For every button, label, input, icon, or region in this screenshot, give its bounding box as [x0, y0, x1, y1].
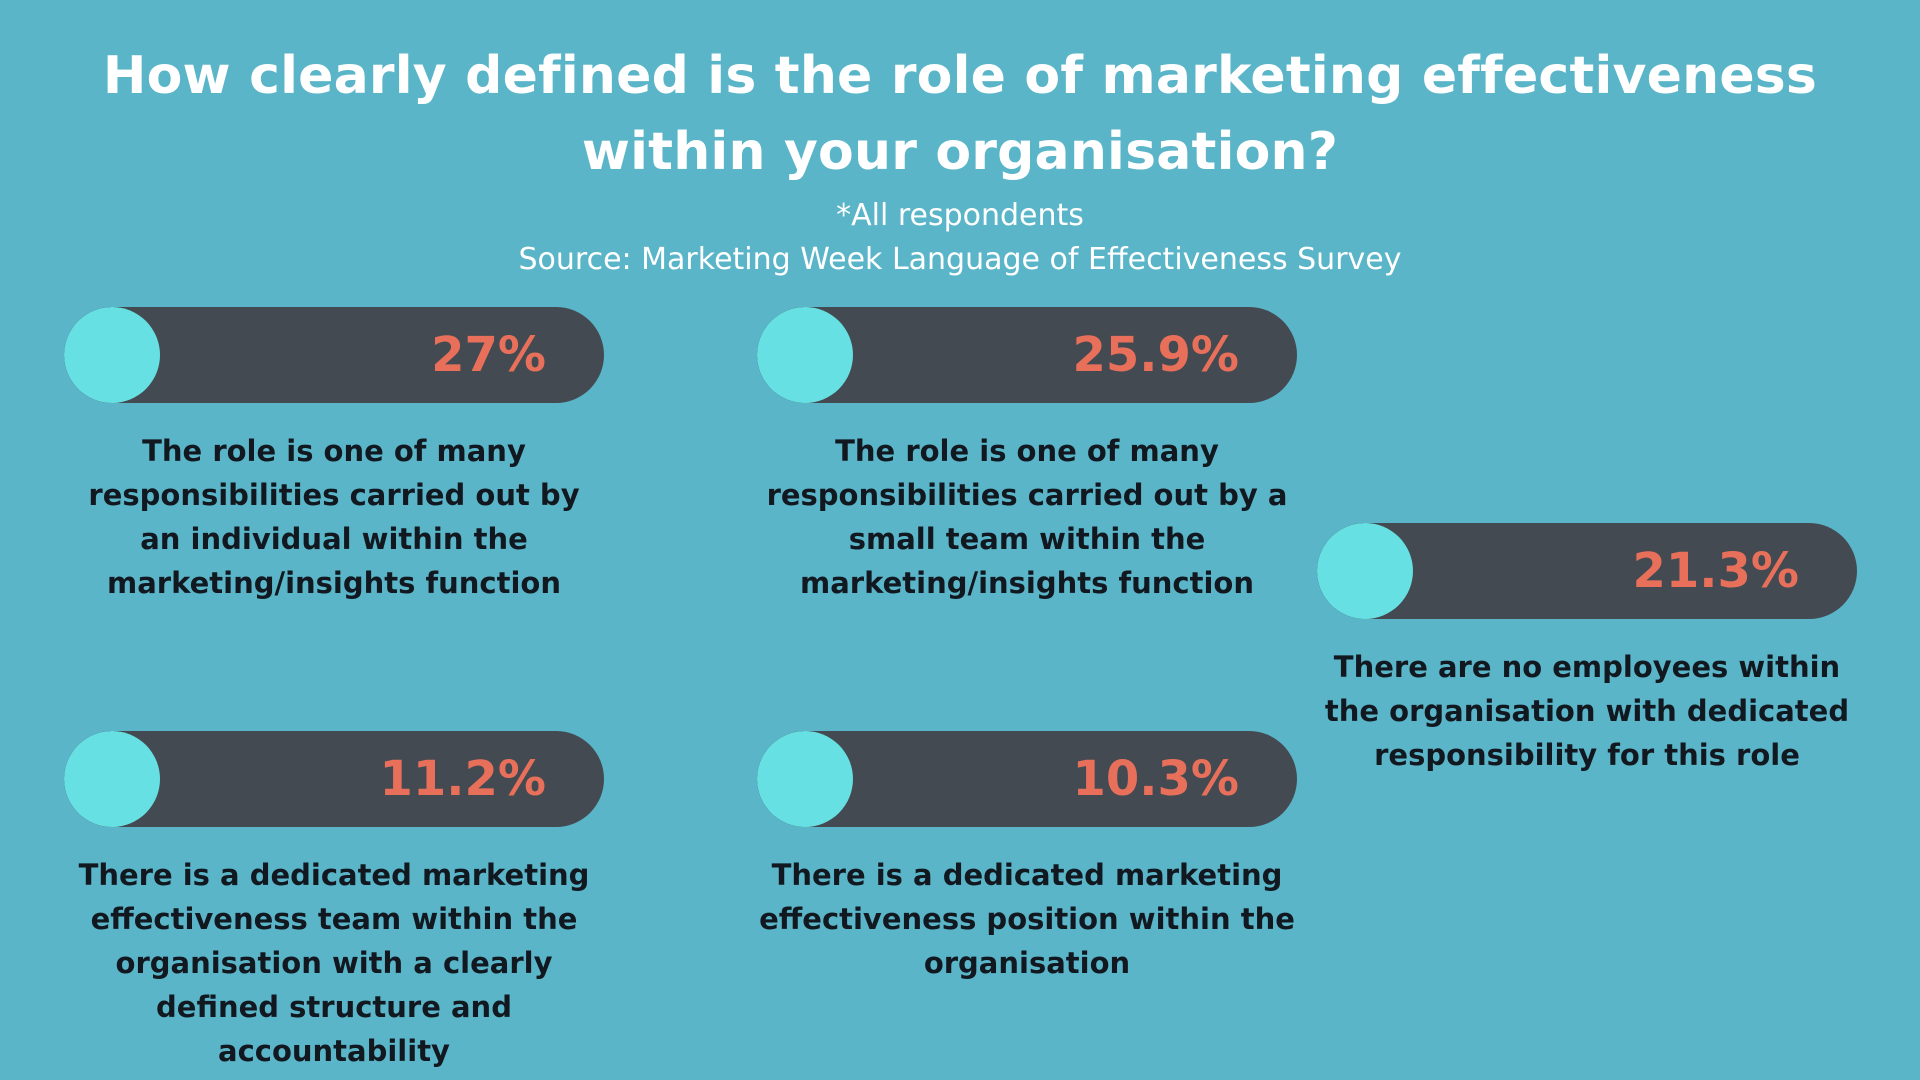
- bar-category-label: The role is one of many responsibilities…: [766, 434, 1288, 600]
- bar-track: 11.2%: [64, 731, 604, 827]
- bar-fill: [757, 307, 853, 403]
- bar-value-label: 27%: [431, 327, 546, 383]
- bar-fill: [1317, 523, 1413, 619]
- bar-category-label: There is a dedicated marketing effective…: [78, 858, 590, 1068]
- bar-item: 21.3% There are no employees within the …: [1317, 523, 1857, 777]
- chart-title: How clearly defined is the role of marke…: [60, 38, 1860, 190]
- bar-item: 11.2% There is a dedicated marketing eff…: [64, 731, 604, 1073]
- bar-item: 10.3% There is a dedicated marketing eff…: [757, 731, 1297, 985]
- bar-category-label: There are no employees within the organi…: [1324, 650, 1850, 772]
- bar-value-label: 11.2%: [379, 751, 546, 807]
- chart-title-line-1: How clearly defined is the role of marke…: [102, 46, 1818, 106]
- bar-item: 27% The role is one of many responsibili…: [64, 307, 604, 605]
- chart-subtitle: *All respondents: [836, 198, 1084, 233]
- bar-track: 27%: [64, 307, 604, 403]
- bar-fill: [64, 731, 160, 827]
- bar-fill: [64, 307, 160, 403]
- bar-category-label: There is a dedicated marketing effective…: [759, 858, 1295, 980]
- bar-value-label: 25.9%: [1072, 327, 1239, 383]
- bar-category-label: The role is one of many responsibilities…: [88, 434, 580, 600]
- bar-track: 10.3%: [757, 731, 1297, 827]
- bar-value-label: 10.3%: [1072, 751, 1239, 807]
- chart-title-line-2: within your organisation?: [581, 122, 1339, 182]
- bar-track: 25.9%: [757, 307, 1297, 403]
- bar-track: 21.3%: [1317, 523, 1857, 619]
- bar-fill: [757, 731, 853, 827]
- bar-item: 25.9% The role is one of many responsibi…: [757, 307, 1297, 605]
- bar-value-label: 21.3%: [1632, 543, 1799, 599]
- chart-source: Source: Marketing Week Language of Effec…: [518, 242, 1402, 277]
